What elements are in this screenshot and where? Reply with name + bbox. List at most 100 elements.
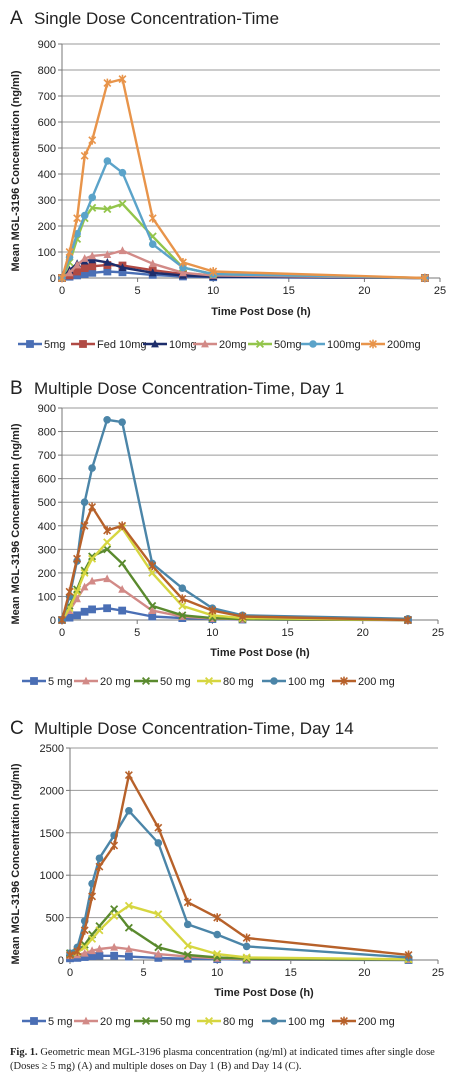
chart-a-title: Single Dose Concentration-Time (34, 9, 279, 28)
chart-a-ytick-label: 300 (38, 195, 56, 207)
chart-c-data-point (154, 943, 163, 952)
caption-text: Geometric mean MGL-3196 plasma concentra… (10, 1047, 435, 1072)
chart-b-data-point (65, 613, 74, 622)
chart-c-xtick-label: 25 (432, 967, 444, 979)
chart-b-data-point (148, 612, 157, 621)
chart-a-data-point (118, 74, 127, 84)
chart-a-plot-area (62, 44, 440, 278)
chart-b: B Multiple Dose Concentration-Time, Day 1… (10, 378, 444, 688)
chart-c-ytick-label: 1000 (40, 870, 64, 882)
chart-a-legend-label: 5mg (44, 339, 65, 351)
chart-c-data-point (125, 806, 133, 815)
panel-c: C Multiple Dose Concentration-Time, Day 1… (0, 712, 474, 1042)
chart-b-xtick-label: 15 (281, 627, 293, 639)
chart-b-xtick-label: 20 (357, 627, 369, 639)
chart-c-data-point (183, 941, 192, 950)
chart-b-xtick-label: 0 (59, 627, 65, 639)
chart-b-ytick-label: 400 (38, 521, 56, 533)
chart-a-legend-label: 50mg (274, 339, 302, 351)
chart-b-legend-item: 80 mg (197, 676, 254, 688)
chart-a-data-point (209, 267, 218, 276)
chart-b-ytick-label: 600 (38, 474, 56, 486)
chart-c-legend-label: 20 mg (100, 1016, 131, 1028)
chart-b-data-point (103, 526, 112, 535)
chart-b-ytick-label: 700 (38, 450, 56, 462)
chart-b-data-point (118, 559, 127, 568)
chart-b-data-point (103, 545, 112, 554)
chart-b-data-point (73, 554, 82, 564)
chart-b-ytick-label: 800 (38, 427, 56, 439)
chart-a-y-axis-label: Mean MGL-3196 Concentration (ng/ml) (10, 70, 22, 271)
chart-c-legend-item: 100 mg (262, 1016, 325, 1028)
chart-c-data-point (124, 952, 133, 961)
chart-a-data-point (179, 263, 187, 272)
chart-b-data-point (88, 552, 97, 561)
chart-a-data-point (118, 199, 127, 208)
chart-c-data-point (110, 951, 119, 960)
chart-a-legend-label: 100mg (327, 339, 361, 351)
chart-b-data-point (80, 498, 89, 507)
chart-a-legend-label: 200mg (387, 339, 421, 351)
caption-label: Fig. 1. (10, 1047, 38, 1058)
chart-c-xtick-label: 20 (358, 967, 370, 979)
chart-c-series-5 (66, 770, 413, 960)
chart-c-ytick-label: 500 (46, 913, 64, 925)
chart-b-ytick-label: 100 (38, 591, 56, 603)
chart-a-legend-marker (79, 340, 87, 348)
chart-c-data-point (110, 905, 119, 914)
chart-a-data-point (148, 213, 157, 223)
chart-c-legend-item: 50 mg (134, 1016, 191, 1028)
chart-a-ytick-label: 400 (38, 169, 56, 181)
chart-c-xtick-label: 15 (285, 967, 297, 979)
chart-b-ytick-label: 0 (50, 615, 56, 627)
chart-b-data-point (148, 561, 157, 571)
chart-c-legend-marker (30, 1017, 38, 1025)
chart-b-data-point (103, 538, 112, 547)
chart-b-data-point (148, 568, 157, 577)
chart-b-x-axis-label: Time Post Dose (h) (210, 647, 310, 659)
chart-b-series-line (60, 505, 408, 622)
chart-a-data-point (88, 262, 97, 271)
chart-b-data-point (118, 418, 126, 426)
chart-a-data-point (65, 247, 74, 257)
chart-a-data-point (80, 254, 89, 262)
chart-b-plot-area (62, 408, 438, 620)
chart-c-data-point (95, 951, 104, 960)
chart-a-ytick-label: 900 (38, 39, 56, 51)
chart-c-legend-marker (82, 1016, 90, 1025)
chart-b-data-point (73, 611, 81, 620)
chart-a-ytick-label: 800 (38, 65, 56, 77)
chart-c-data-point (154, 839, 163, 847)
chart-c-data-point (183, 920, 192, 929)
chart-c-legend-marker (340, 1016, 348, 1026)
chart-c-legend-label: 100 mg (288, 1016, 325, 1028)
chart-a-legend-marker (151, 339, 159, 348)
chart-b-data-point (88, 554, 97, 563)
chart-a-data-point (103, 258, 112, 266)
chart-b-data-point (118, 521, 127, 531)
chart-b-data-point (178, 584, 187, 592)
chart-c-data-point (154, 823, 163, 833)
chart-b-series-line (60, 526, 408, 622)
chart-a-data-point (88, 193, 97, 202)
chart-a-data-point (148, 259, 157, 268)
chart-a-data-point (80, 264, 89, 273)
chart-a-data-point (118, 263, 127, 271)
chart-c-legend-item: 80 mg (197, 1016, 254, 1028)
chart-a-ytick-label: 600 (38, 117, 56, 129)
chart-b-series-5 (58, 502, 412, 625)
chart-c-data-point (95, 862, 104, 872)
chart-b-xtick-label: 25 (432, 627, 444, 639)
chart-a-ytick-label: 200 (38, 221, 56, 233)
chart-c-panel-letter: C (10, 718, 24, 739)
chart-a-data-point (103, 250, 112, 258)
chart-a-data-point (73, 260, 82, 269)
chart-c-ytick-label: 0 (58, 955, 64, 967)
chart-a-data-point (103, 205, 112, 214)
chart-a-xtick-label: 15 (283, 285, 295, 297)
chart-c-ytick-label: 1500 (40, 828, 64, 840)
chart-b-data-point (178, 611, 187, 620)
chart-c-data-point (88, 934, 97, 943)
chart-c-xtick-label: 5 (141, 967, 147, 979)
chart-c-data-point (124, 944, 133, 953)
